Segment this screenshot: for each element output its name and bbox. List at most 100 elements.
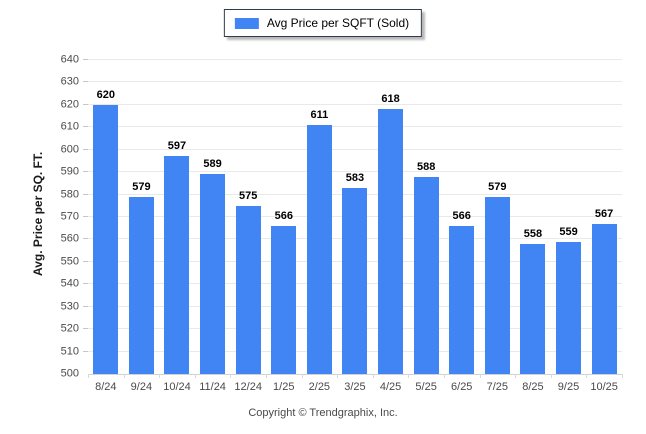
bar — [591, 223, 617, 374]
bar — [342, 187, 368, 374]
bar-slot: 611 — [302, 60, 338, 374]
x-tick-label: 1/25 — [273, 381, 295, 393]
bar — [93, 104, 119, 374]
bar-value-label: 583 — [345, 171, 365, 184]
bar-slot: 597 — [159, 60, 195, 374]
bar-slot: 620 — [88, 60, 124, 374]
x-tick-label: 10/25 — [590, 381, 618, 393]
bar-value-label: 618 — [381, 93, 400, 106]
bar-slot: 618 — [373, 60, 409, 374]
bar-value-label: 611 — [310, 109, 329, 122]
bar — [164, 156, 190, 374]
bar-value-label: 566 — [274, 209, 293, 222]
y-tick-label: 610 — [60, 120, 79, 133]
bar-slot: 566 — [266, 60, 302, 374]
y-tick-label: 510 — [60, 345, 79, 358]
x-axis-tick — [444, 374, 445, 378]
y-tick-label: 580 — [60, 188, 79, 201]
x-tick-label: 11/24 — [199, 381, 226, 393]
bar-value-label: 579 — [488, 180, 507, 193]
y-tick-label: 600 — [60, 143, 79, 156]
bar — [306, 125, 332, 374]
x-axis-labels: 8/24 9/24 10/24 11/24 12/24 1/25 2/25 3/25 4/25 5… — [88, 381, 622, 393]
x-axis-tick — [88, 374, 89, 378]
bar-value-label: 597 — [167, 140, 187, 153]
bar — [484, 196, 510, 374]
y-tick-label: 540 — [60, 277, 79, 290]
x-tick-label: 8/24 — [95, 381, 117, 393]
bar — [200, 174, 226, 374]
y-tick-label: 520 — [60, 322, 79, 335]
bar-slot: 566 — [444, 60, 480, 374]
bar — [235, 205, 261, 374]
y-tick-label: 630 — [60, 75, 79, 88]
bar — [271, 225, 297, 374]
y-tick-label: 590 — [60, 165, 79, 178]
x-tick-label: 7/25 — [486, 381, 509, 393]
y-tick-label: 620 — [60, 98, 79, 111]
bar-value-label: 566 — [452, 209, 471, 222]
gridline — [83, 148, 622, 150]
y-tick-label: 550 — [60, 255, 79, 268]
x-axis-tick — [337, 374, 339, 378]
gridline — [83, 126, 622, 128]
bar-slot: 575 — [230, 60, 266, 374]
legend-swatch-icon — [234, 17, 259, 29]
x-tick-label: 12/24 — [234, 381, 262, 393]
x-axis-tick — [515, 374, 517, 378]
bar-slot: 589 — [195, 60, 231, 374]
y-tick-label: 560 — [60, 232, 79, 245]
y-tick-label: 530 — [60, 300, 79, 313]
x-tick-label: 8/25 — [522, 381, 544, 393]
x-axis-tick — [479, 374, 481, 378]
x-axis-tick — [550, 374, 552, 378]
gridline — [83, 81, 622, 83]
bar — [378, 109, 404, 374]
x-tick-label: 2/25 — [308, 381, 331, 393]
bar-slot: 583 — [337, 60, 373, 374]
bar-slot: 567 — [586, 60, 622, 374]
bar-value-label: 575 — [238, 189, 258, 202]
legend-label: Avg Price per SQFT (Sold) — [266, 16, 410, 30]
x-axis-tick — [123, 374, 125, 378]
copyright-text: Copyright © Trendgraphix, Inc. — [248, 407, 398, 419]
y-tick-label: 570 — [60, 210, 79, 223]
x-axis-tick — [266, 374, 267, 378]
x-tick-label: 10/24 — [163, 381, 191, 393]
gridline — [83, 59, 622, 60]
x-tick-label: 4/25 — [379, 381, 402, 393]
plot-area: Avg. Price per SQ. FT. 500 510 520 530 540 55… — [31, 54, 623, 393]
x-axis-tick — [622, 374, 623, 378]
x-axis-tick — [159, 374, 161, 378]
bar-value-label: 589 — [203, 158, 222, 171]
gridline — [83, 103, 622, 105]
bar — [413, 176, 439, 374]
bar-slot: 579 — [124, 60, 160, 374]
bar-slot: 559 — [551, 60, 587, 374]
bar-value-label: 559 — [559, 225, 578, 238]
bar-value-label: 558 — [523, 227, 543, 240]
bar — [520, 243, 546, 374]
bars-container: 620 579 597 589 575 566 611 583 618 588 566 579 558 5… — [88, 60, 622, 374]
x-axis-tick — [408, 374, 410, 378]
bar-slot: 558 — [515, 60, 551, 374]
x-tick-label: 5/25 — [415, 381, 437, 393]
y-axis-title: Avg. Price per SQ. FT. — [31, 151, 45, 276]
y-tick-label: 640 — [60, 53, 79, 66]
x-tick-label: 9/25 — [557, 381, 580, 393]
x-axis-tick — [372, 374, 374, 378]
x-tick-label: 3/25 — [344, 381, 366, 393]
x-tick-label: 9/24 — [130, 381, 153, 393]
x-axis-tick — [586, 374, 588, 378]
bar-value-label: 588 — [416, 160, 436, 173]
bar-slot: 588 — [408, 60, 444, 374]
x-axis-tick — [301, 374, 303, 378]
x-axis-tick — [194, 374, 196, 378]
bar — [556, 241, 582, 374]
bar-value-label: 579 — [132, 180, 151, 193]
gridline — [83, 171, 622, 173]
x-axis-tick — [230, 374, 232, 378]
legend: Avg Price per SQFT (Sold) — [223, 9, 423, 37]
bar-value-label: 620 — [96, 88, 115, 101]
